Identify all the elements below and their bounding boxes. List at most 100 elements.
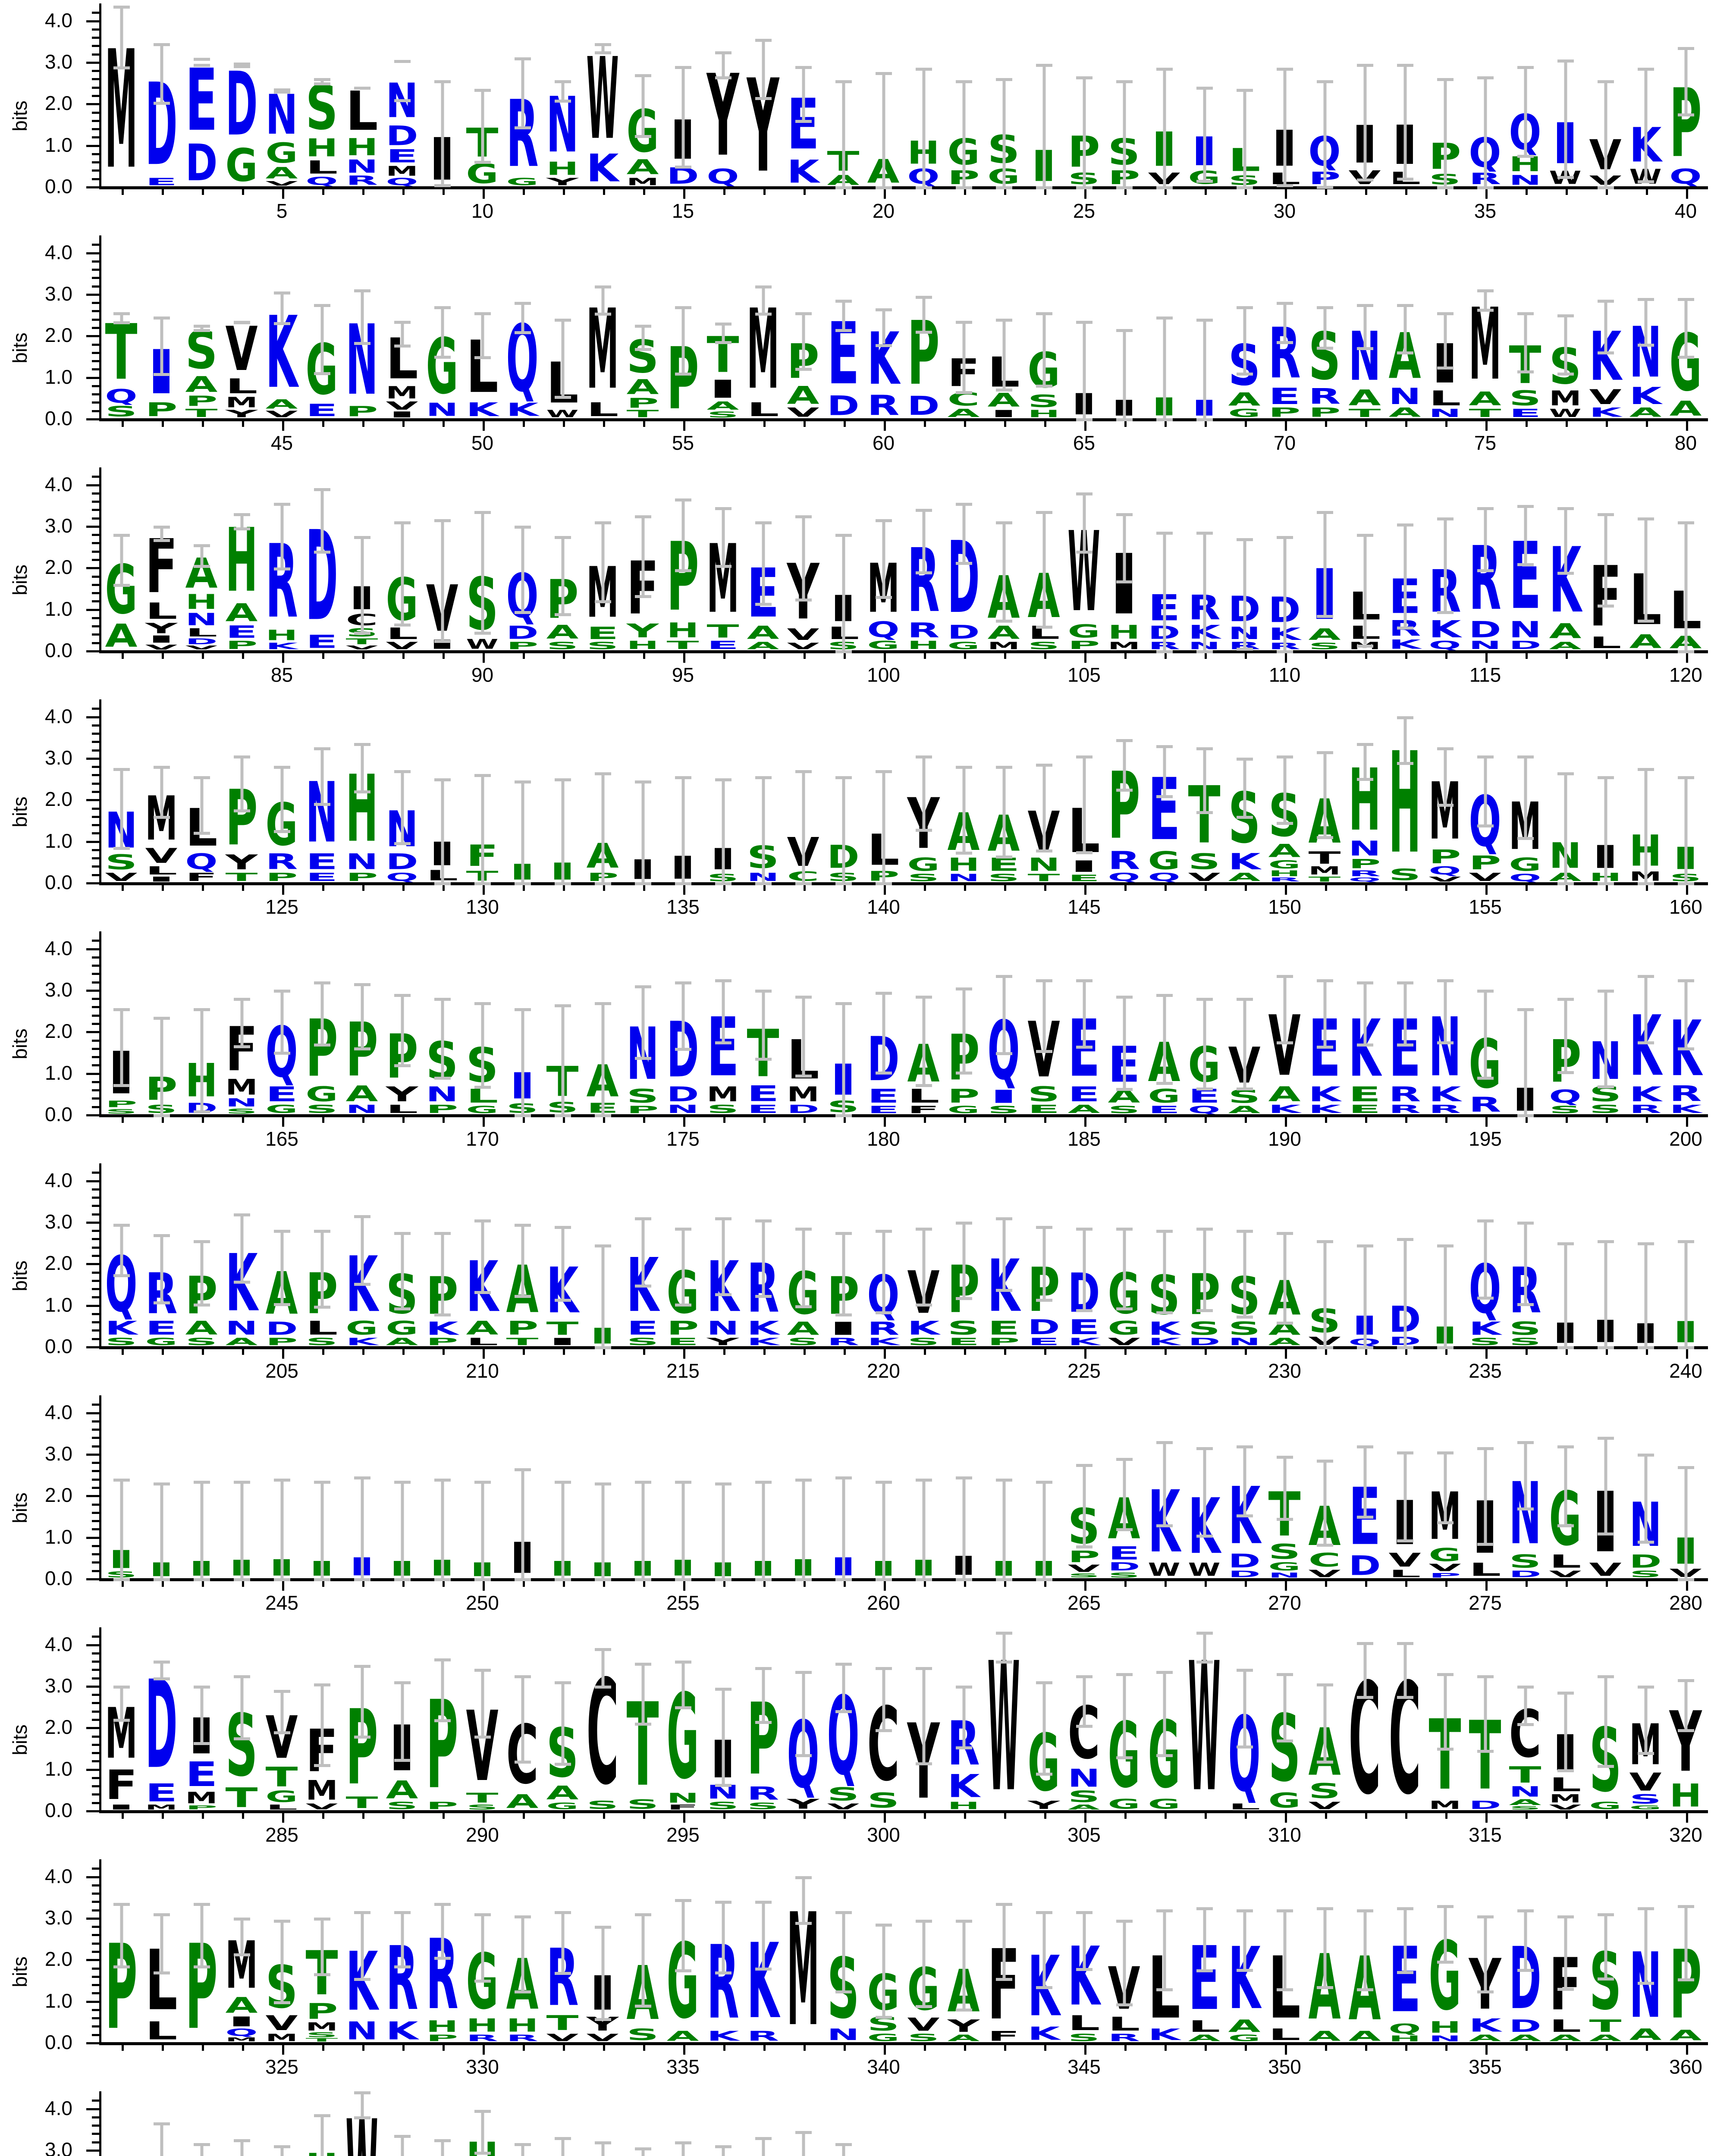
error-bar-cap-bottom (434, 1719, 451, 1722)
logo-letter: S (907, 2033, 940, 2042)
svg-text:S: S (185, 327, 218, 375)
error-bar (802, 770, 805, 882)
svg-text:Y: Y (225, 853, 258, 872)
logo-letter: I (706, 378, 740, 401)
error-bar-cap-bottom (1116, 2003, 1133, 2007)
svg-text:N: N (426, 1085, 458, 1104)
error-bar-cap-bottom (835, 1578, 852, 1581)
x-tick-minor (1325, 421, 1327, 427)
logo-letter: K (1268, 1104, 1302, 1114)
x-tick-minor (121, 885, 124, 891)
error-bar-cap-bottom (314, 1973, 330, 1977)
error-bar (1363, 1244, 1366, 1346)
error-bar-cap-top (273, 291, 290, 295)
svg-text:H: H (948, 1801, 980, 1810)
svg-text:I: I (386, 411, 418, 418)
x-tick-minor (121, 1349, 124, 1355)
error-bar (1002, 318, 1005, 389)
logo-letter: L (465, 1087, 499, 1105)
error-bar-cap-top (675, 1899, 691, 1902)
svg-text:E: E (145, 1781, 178, 1804)
svg-text:T: T (1309, 876, 1341, 882)
x-axis-line (99, 1114, 1708, 1117)
error-bar-cap-top (554, 778, 571, 782)
x-tick-minor (1325, 1581, 1327, 1587)
x-tick-major (1284, 1349, 1287, 1359)
error-bar-cap-top (1276, 755, 1293, 759)
error-bar-cap-top (1677, 521, 1694, 525)
error-bar-cap-bottom (835, 1114, 852, 1117)
error-bar-cap-top (1397, 1642, 1413, 1645)
error-bar-cap-bottom (1517, 154, 1534, 158)
svg-text:D: D (185, 638, 218, 645)
error-bar (641, 1217, 644, 1285)
logo-letter: H (465, 2017, 499, 2034)
x-tick-minor (1605, 653, 1608, 659)
error-bar-cap-top (915, 755, 932, 759)
y-tick-major (86, 1644, 99, 1646)
x-tick-major (1485, 1813, 1488, 1823)
x-tick-major (482, 653, 485, 663)
error-bar-cap-bottom (474, 1578, 491, 1581)
x-tick-minor (803, 1349, 806, 1355)
error-bar-cap-top (193, 325, 210, 328)
error-bar (1123, 996, 1126, 1088)
svg-text:K: K (1589, 407, 1623, 418)
logo-letter: S (1508, 1337, 1542, 1346)
error-bar-cap-bottom (1397, 1539, 1413, 1543)
error-bar (441, 1658, 444, 1719)
logo-letter: S (1107, 1105, 1141, 1114)
error-bar-cap-top (354, 1664, 370, 1668)
x-tick-minor (242, 2045, 244, 2051)
logo-plot-area: TQSIPSAPTVLMYKAVGENPLMVIGNLKQKLWMLSAPTPT… (101, 235, 1706, 421)
error-bar (1564, 314, 1567, 373)
error-bar-cap-bottom (1437, 186, 1454, 189)
error-bar (240, 1480, 243, 1578)
logo-letter: N (185, 611, 218, 627)
error-bar (1123, 329, 1126, 418)
x-tick-label: 65 (1073, 432, 1096, 454)
error-bar-cap-bottom (113, 1274, 130, 1278)
error-bar-cap-bottom (1036, 1050, 1052, 1053)
x-tick-minor (1445, 885, 1447, 891)
error-bar-cap-bottom (995, 619, 1012, 623)
y-tick-minor (92, 2017, 99, 2020)
y-tick-minor (92, 642, 99, 644)
svg-text:G: G (1429, 1547, 1461, 1564)
x-tick-labels: 125 130 135 140 145 150 155 160 (101, 895, 1706, 921)
svg-text:H: H (1108, 624, 1140, 641)
svg-text:L: L (306, 1319, 338, 1337)
x-tick-label: 25 (1073, 200, 1096, 222)
logo-stack: W (1187, 1646, 1221, 1810)
svg-text:L: L (466, 1337, 499, 1346)
x-tick-label: 185 (1067, 1128, 1101, 1150)
x-tick-major (1084, 421, 1086, 431)
logo-letter: I (225, 2015, 258, 2028)
error-bar-cap-bottom (594, 2018, 611, 2021)
logo-letter: S (987, 873, 1020, 882)
logo-letter: R (265, 852, 298, 872)
x-tick-minor (1405, 1117, 1407, 1123)
error-bar-cap-bottom (1637, 1752, 1654, 1755)
svg-text:L: L (587, 401, 619, 418)
error-bar-cap-bottom (1156, 186, 1173, 189)
error-bar-cap-top (1316, 306, 1333, 309)
logo-letter: I (144, 635, 178, 644)
error-bar-cap-top (193, 544, 210, 548)
x-tick-minor (322, 1349, 324, 1355)
logo-letter: P (505, 1319, 539, 1337)
logo-letter: E (185, 1759, 218, 1790)
error-bar-cap-top (875, 1230, 892, 1233)
logo-letter: K (1228, 851, 1262, 872)
logo-letter: N (1348, 840, 1381, 858)
error-bar-cap-top (1316, 1683, 1333, 1687)
x-tick-minor (402, 1581, 405, 1587)
logo-letter: E (706, 640, 740, 650)
x-tick-minor (161, 885, 164, 891)
logo-letter: A (626, 158, 659, 177)
x-tick-minor (1565, 885, 1568, 891)
svg-text:M: M (627, 177, 659, 186)
x-tick-minor (1244, 653, 1247, 659)
y-tick-minor (92, 327, 99, 329)
x-tick-minor (723, 1349, 725, 1355)
